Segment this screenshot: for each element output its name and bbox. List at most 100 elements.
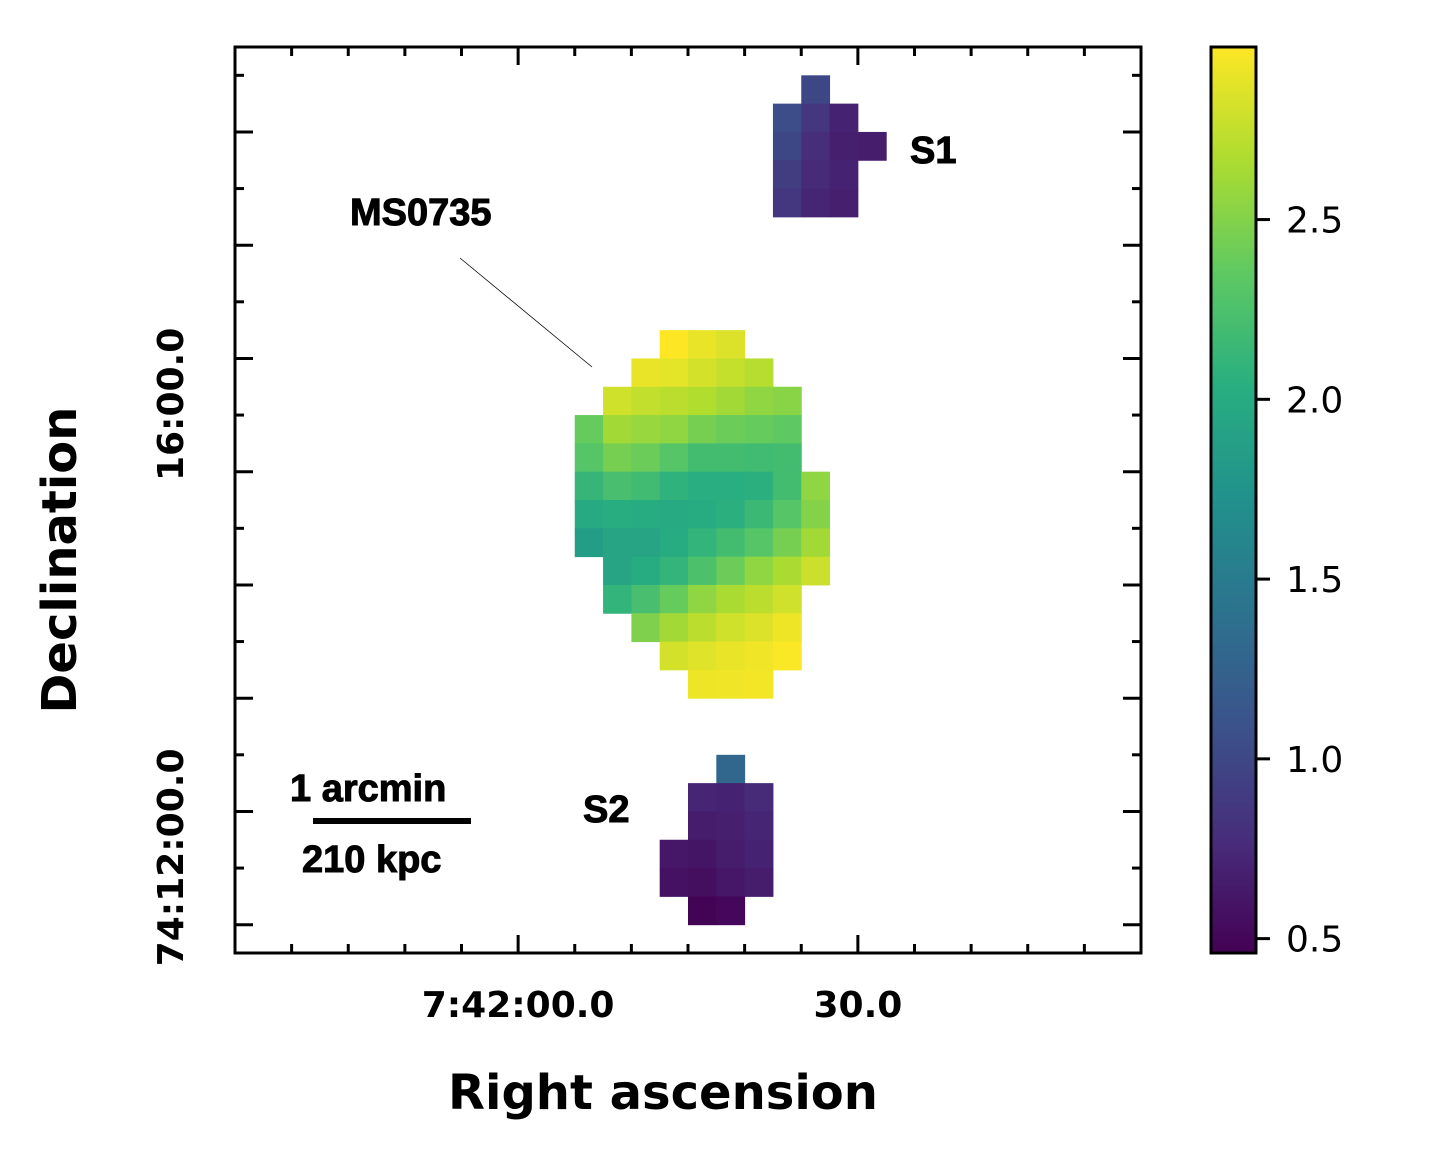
heatmap-cell (829, 131, 859, 161)
heatmap-cell (744, 669, 774, 699)
heatmap-cell (659, 330, 689, 359)
heatmap-cell (716, 754, 746, 784)
heatmap-cell (801, 556, 831, 586)
heatmap-cell (659, 415, 689, 444)
heatmap-cell (772, 415, 802, 444)
heatmap-cell (744, 415, 774, 444)
heatmap-cell (801, 471, 831, 501)
heatmap-cell (716, 471, 746, 501)
heatmap-cell (716, 669, 746, 699)
heatmap-cell (801, 528, 831, 558)
heatmap-cell (688, 415, 717, 444)
ms0735-pointer-line (459, 257, 593, 368)
heatmap-cell (744, 471, 774, 501)
heatmap-cell (716, 443, 746, 473)
heatmap-cell (716, 783, 746, 812)
heatmap-cell (716, 330, 746, 359)
region-label-s2: S2 (583, 789, 629, 831)
heatmap-cell (744, 500, 774, 529)
heatmap-cell (574, 471, 604, 501)
heatmap-cell (631, 613, 661, 643)
heatmap-cell (716, 528, 746, 558)
heatmap-cell (744, 868, 774, 897)
x-tick-label: 30.0 (813, 985, 902, 1026)
heatmap-cell (772, 131, 802, 161)
heatmap-cell (603, 443, 632, 473)
heatmap-cell (829, 103, 859, 133)
heatmap-cell (688, 811, 717, 841)
heatmap-cell (659, 471, 689, 501)
heatmap-cell (716, 358, 746, 388)
heatmap-cell (603, 528, 632, 558)
heatmap-cell (688, 358, 717, 388)
heatmap-cell (688, 386, 717, 416)
heatmap-cell (772, 528, 802, 558)
heatmap-cell (603, 556, 632, 586)
heatmap-cell (801, 188, 831, 218)
heatmap-cell (829, 188, 859, 218)
x-tick-label: 7:42:00.0 (422, 985, 615, 1026)
heatmap-cell (772, 613, 802, 643)
heatmap-cell (659, 556, 689, 586)
heatmap-cell (716, 839, 746, 869)
heatmap-cell (772, 556, 802, 586)
heatmap-cells (574, 75, 887, 926)
heatmap-cell (688, 500, 717, 529)
heatmap-cell (688, 783, 717, 812)
heatmap-cell (744, 613, 774, 643)
heatmap-cell (772, 443, 802, 473)
heatmap-cell (659, 868, 689, 897)
heatmap-cell (631, 528, 661, 558)
heatmap-cell (716, 811, 746, 841)
heatmap-cell (716, 386, 746, 416)
colorbar-tick-label: 2.0 (1286, 380, 1343, 421)
heatmap-cell (574, 415, 604, 444)
heatmap-cell (659, 641, 689, 671)
heatmap-cell (772, 188, 802, 218)
colorbar-tick-label: 2.5 (1286, 201, 1343, 242)
heatmap-cell (688, 584, 717, 614)
heatmap-cell (688, 443, 717, 473)
heatmap-cell (801, 75, 831, 105)
heatmap-cell (716, 868, 746, 897)
heatmap-cell (659, 584, 689, 614)
heatmap-cell (659, 528, 689, 558)
scale-bar-top-label: 1 arcmin (290, 768, 446, 810)
heatmap-cell (772, 471, 802, 501)
y-tick-label: 16:00.0 (151, 328, 192, 481)
colorbar-ticks: 0.5 1.0 1.5 2.0 2.5 (1256, 201, 1343, 961)
heatmap-cell (744, 783, 774, 812)
heatmap-cell (688, 839, 717, 869)
heatmap-cell (688, 641, 717, 671)
heatmap-cell (716, 896, 746, 926)
heatmap-cell (659, 613, 689, 643)
scale-bar-bottom-label: 210 kpc (302, 839, 441, 881)
heatmap-cell (857, 131, 887, 161)
heatmap-cell (659, 500, 689, 529)
colorbar-tick-label: 1.0 (1286, 740, 1343, 781)
heatmap-cell (772, 584, 802, 614)
region-label-ms0735: MS0735 (350, 192, 492, 234)
heatmap-cell (688, 613, 717, 643)
heatmap-cell (603, 500, 632, 529)
axis-ticks (235, 47, 1141, 953)
heatmap-cell (772, 103, 802, 133)
heatmap-cell (688, 330, 717, 359)
heatmap-cell (688, 528, 717, 558)
heatmap-cell (631, 443, 661, 473)
x-axis-label: Right ascension (448, 1065, 878, 1121)
heatmap-cell (574, 443, 604, 473)
heatmap-cell (603, 386, 632, 416)
heatmap-cell (716, 500, 746, 529)
heatmap-cell (772, 386, 802, 416)
heatmap-cell (829, 160, 859, 190)
heatmap-cell (631, 471, 661, 501)
heatmap-cell (801, 103, 831, 133)
heatmap-cell (744, 641, 774, 671)
heatmap-cell (574, 500, 604, 529)
heatmap-cell (574, 528, 604, 558)
y-tick-label: 74:12:00.0 (151, 748, 192, 966)
heatmap-cell (772, 500, 802, 529)
heatmap-cell (631, 386, 661, 416)
